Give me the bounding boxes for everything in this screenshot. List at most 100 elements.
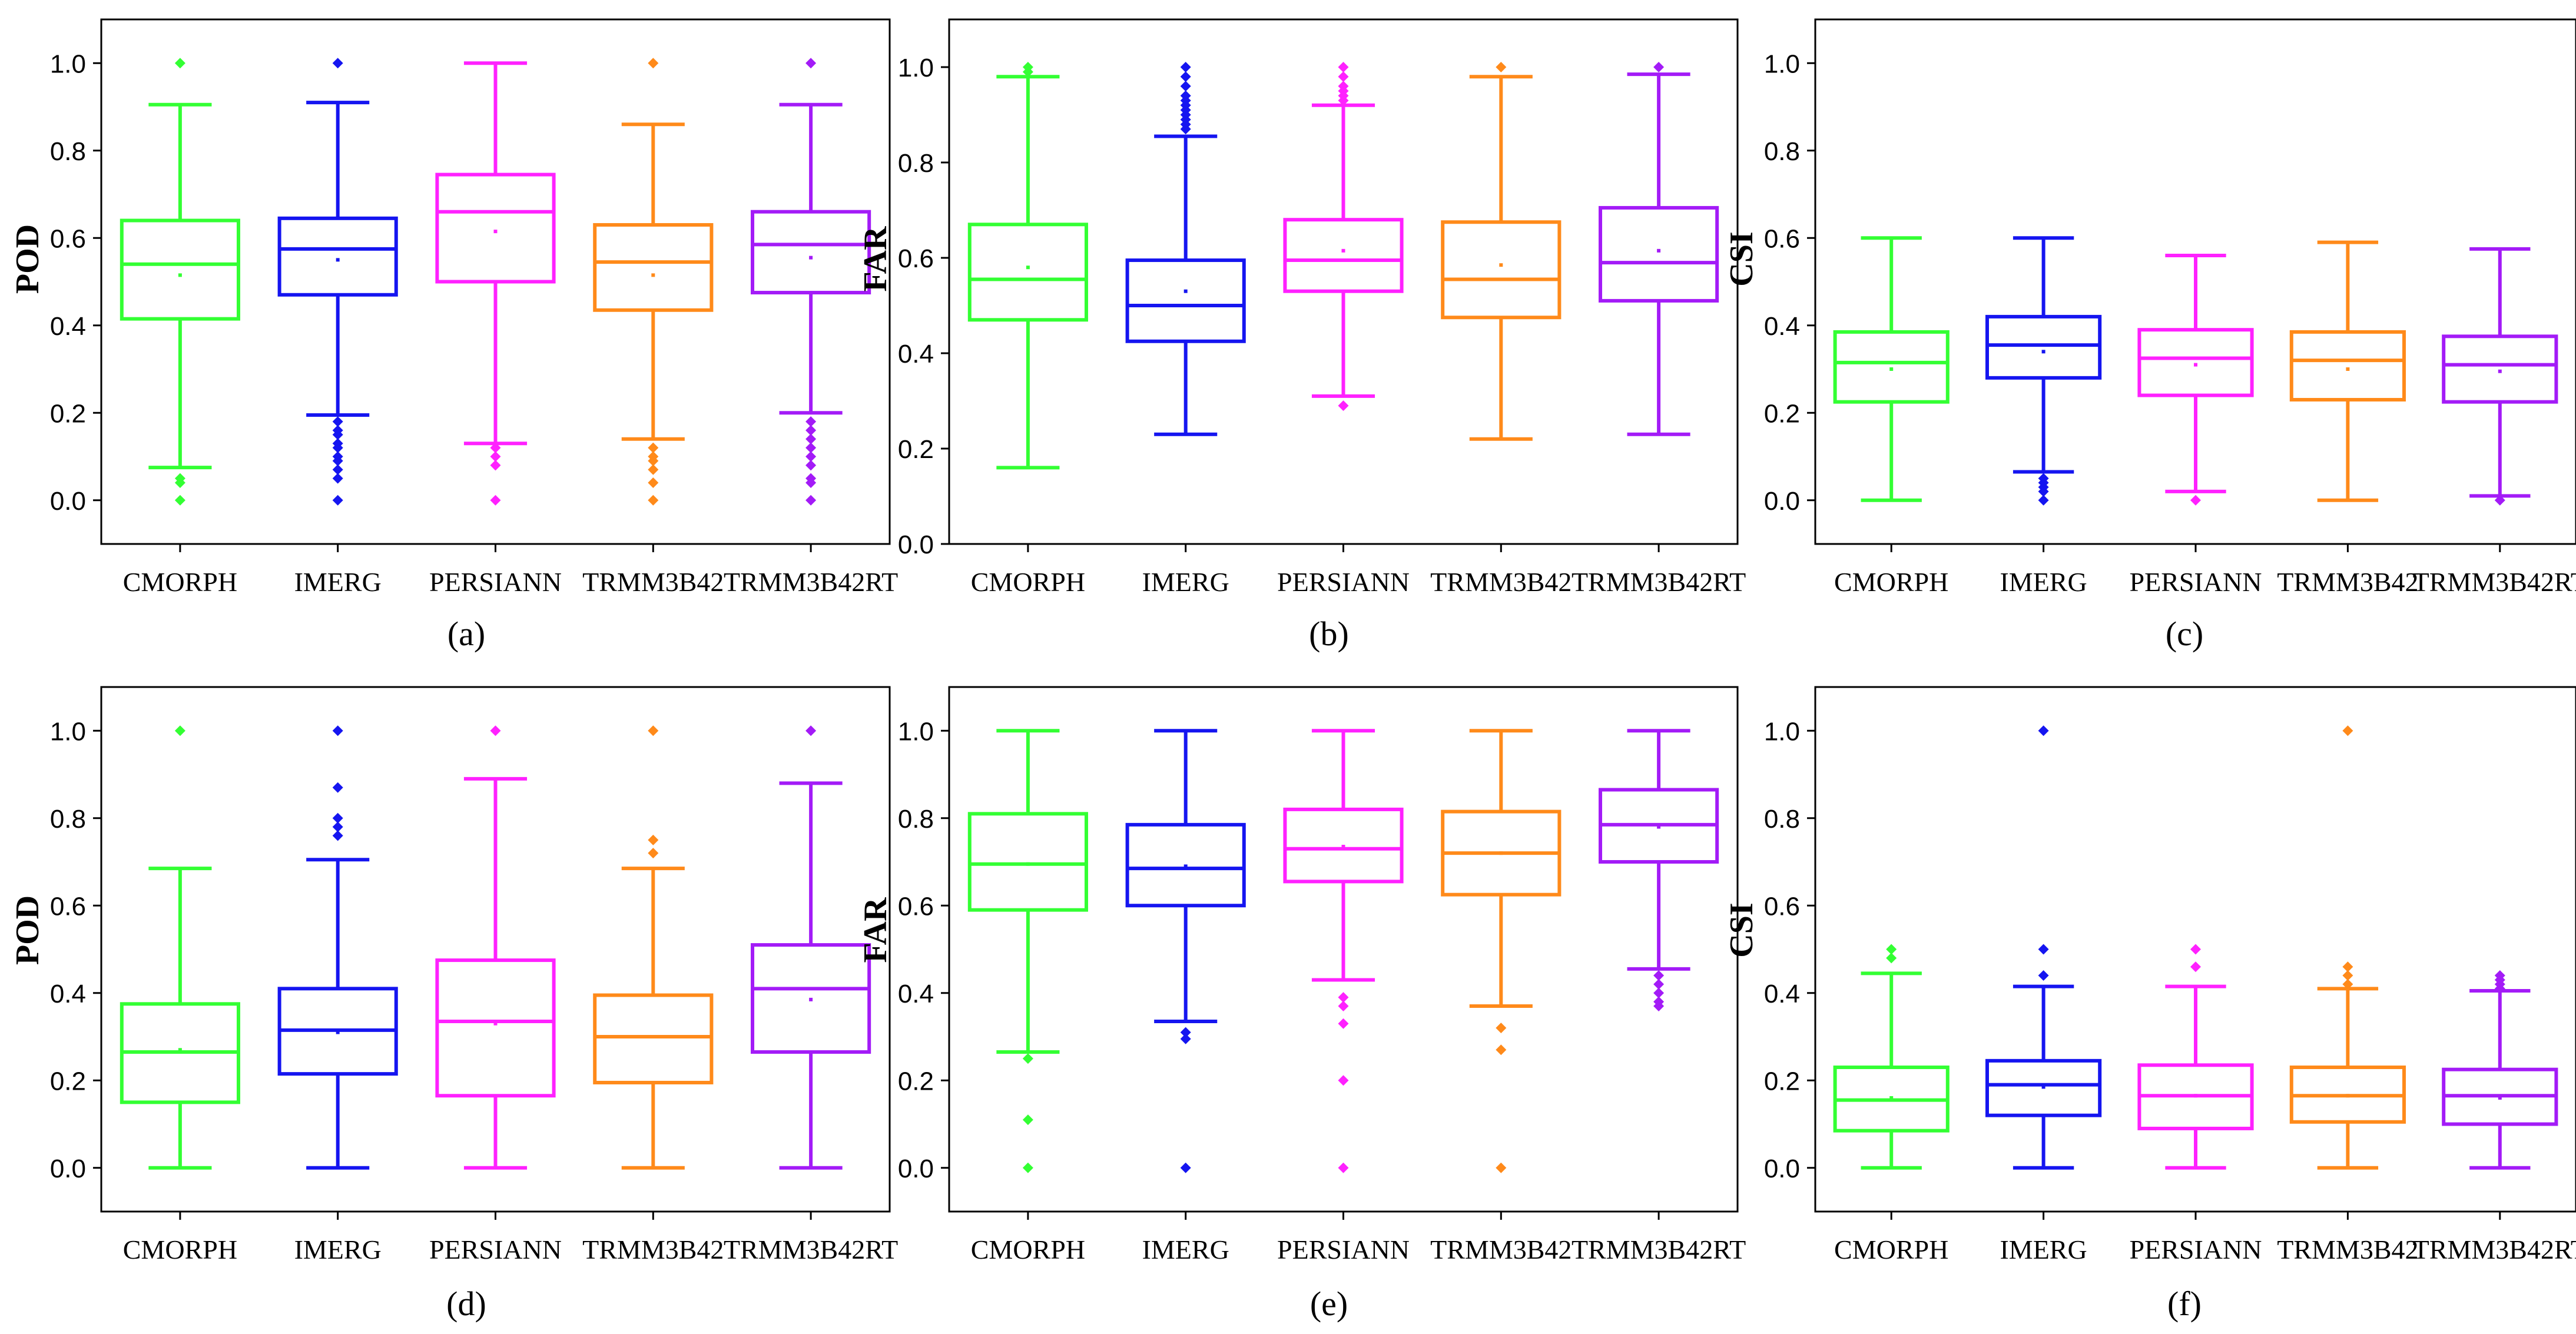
outlier-f-3-3 <box>2342 725 2353 736</box>
outlier-e-1-0 <box>1180 1162 1191 1173</box>
y-axis-title-f: CSI <box>1723 902 1760 958</box>
box-c-4 <box>2442 334 2558 404</box>
x-tick-label-c-4: TRMM3B42RT <box>2413 567 2576 597</box>
panel-label-e: (e) <box>1309 1285 1348 1323</box>
y-tick-label-b-1: 0.2 <box>898 435 934 464</box>
outlier-e-2-1 <box>1338 1075 1349 1086</box>
mean-marker-a-0 <box>178 273 182 277</box>
box-c-1 <box>1985 314 2102 380</box>
outlier-b-2-6 <box>1338 62 1349 72</box>
y-axis-title-d: POD <box>9 895 46 965</box>
x-tick-label-a-1: IMERG <box>294 567 382 597</box>
outlier-f-1-0 <box>2038 970 2049 981</box>
outlier-f-3-1 <box>2342 970 2353 981</box>
mean-marker-d-2 <box>493 1021 498 1026</box>
y-tick-label-a-2: 0.4 <box>50 312 86 341</box>
outlier-a-1-9 <box>332 416 343 427</box>
outlier-e-0-0 <box>1022 1162 1033 1173</box>
mean-marker-a-4 <box>809 255 813 260</box>
outlier-d-1-1 <box>332 821 343 832</box>
outlier-e-2-2 <box>1338 1018 1349 1029</box>
outlier-a-4-9 <box>805 58 817 69</box>
outlier-f-0-1 <box>1886 944 1897 955</box>
outlier-e-1-2 <box>1180 1027 1191 1038</box>
outlier-c-4-0 <box>2494 495 2505 506</box>
mean-marker-d-4 <box>809 997 813 1001</box>
box-c-2 <box>2137 328 2254 397</box>
mean-marker-b-0 <box>1026 266 1030 270</box>
outlier-a-4-8 <box>805 416 817 427</box>
outlier-e-0-1 <box>1022 1114 1033 1126</box>
outlier-a-0-2 <box>174 473 185 484</box>
box-b-2 <box>1283 218 1404 293</box>
y-tick-label-d-5: 1.0 <box>50 717 86 746</box>
box-b-0 <box>967 223 1088 322</box>
y-tick-label-e-2: 0.4 <box>898 980 934 1008</box>
y-tick-label-c-1: 0.2 <box>1764 399 1800 428</box>
x-tick-label-c-1: IMERG <box>2000 567 2087 597</box>
outlier-a-2-0 <box>490 495 501 506</box>
y-tick-label-c-2: 0.4 <box>1764 312 1800 341</box>
outlier-f-3-2 <box>2342 961 2353 973</box>
y-tick-label-a-3: 0.6 <box>50 224 86 253</box>
box-c-3 <box>2289 330 2406 401</box>
outlier-e-3-1 <box>1496 1044 1507 1056</box>
outlier-d-1-3 <box>332 782 343 793</box>
y-tick-label-c-0: 0.0 <box>1764 487 1800 516</box>
y-tick-label-c-4: 0.8 <box>1764 137 1800 166</box>
y-tick-label-e-5: 1.0 <box>898 717 934 746</box>
outlier-d-3-1 <box>648 834 659 845</box>
box-a-0 <box>120 218 240 321</box>
outlier-e-1-1 <box>1180 1033 1191 1044</box>
box-a-4 <box>751 210 871 295</box>
y-tick-label-d-0: 0.0 <box>50 1154 86 1183</box>
x-tick-label-f-4: TRMM3B42RT <box>2413 1235 2576 1265</box>
mean-marker-e-4 <box>1657 825 1661 829</box>
outlier-f-1-2 <box>2038 725 2049 736</box>
mean-marker-d-3 <box>651 1035 655 1038</box>
outlier-d-0-0 <box>174 725 185 736</box>
outlier-b-2-0 <box>1338 400 1349 412</box>
y-tick-label-d-2: 0.4 <box>50 980 86 1008</box>
outlier-b-1-9 <box>1180 71 1191 82</box>
mean-marker-a-3 <box>651 273 655 277</box>
panel-label-b: (b) <box>1309 615 1349 653</box>
x-tick-label-e-3: TRMM3B42 <box>1430 1235 1572 1265</box>
box-f-1 <box>1985 1058 2102 1117</box>
box-a-2 <box>435 172 556 284</box>
mean-marker-f-4 <box>2498 1096 2502 1100</box>
outlier-e-2-3 <box>1338 1001 1349 1012</box>
box-c-0 <box>1833 330 1950 404</box>
mean-marker-b-4 <box>1657 248 1661 253</box>
y-tick-label-b-2: 0.4 <box>898 340 934 369</box>
box-e-2 <box>1283 807 1404 884</box>
x-tick-label-a-2: PERSIANN <box>429 567 562 597</box>
y-tick-label-c-3: 0.6 <box>1764 224 1800 253</box>
x-tick-label-e-4: TRMM3B42RT <box>1572 1235 1746 1265</box>
outlier-a-3-4 <box>648 451 659 462</box>
box-d-3 <box>593 993 714 1084</box>
outlier-d-1-2 <box>332 812 343 824</box>
box-b-3 <box>1441 220 1561 320</box>
outlier-a-1-1 <box>332 473 343 484</box>
box-d-2 <box>435 958 556 1098</box>
mean-marker-a-2 <box>493 230 498 234</box>
panel-label-d: (d) <box>446 1285 486 1323</box>
outlier-a-3-2 <box>648 464 659 475</box>
y-tick-label-a-0: 0.0 <box>50 487 86 516</box>
x-tick-label-c-2: PERSIANN <box>2130 567 2262 597</box>
y-tick-label-d-1: 0.2 <box>50 1067 86 1096</box>
mean-marker-b-1 <box>1183 289 1188 293</box>
outlier-f-3-0 <box>2342 978 2353 990</box>
outlier-a-1-10 <box>332 58 343 69</box>
outlier-e-2-4 <box>1338 992 1349 1003</box>
x-tick-label-d-4: TRMM3B42RT <box>724 1235 898 1265</box>
outlier-c-2-0 <box>2190 495 2201 506</box>
y-axis-title-c: CSI <box>1723 231 1760 287</box>
y-tick-label-b-0: 0.0 <box>898 530 934 559</box>
panel-label-a: (a) <box>447 615 486 653</box>
outlier-d-1-4 <box>332 725 343 736</box>
mean-marker-f-1 <box>2041 1085 2045 1089</box>
